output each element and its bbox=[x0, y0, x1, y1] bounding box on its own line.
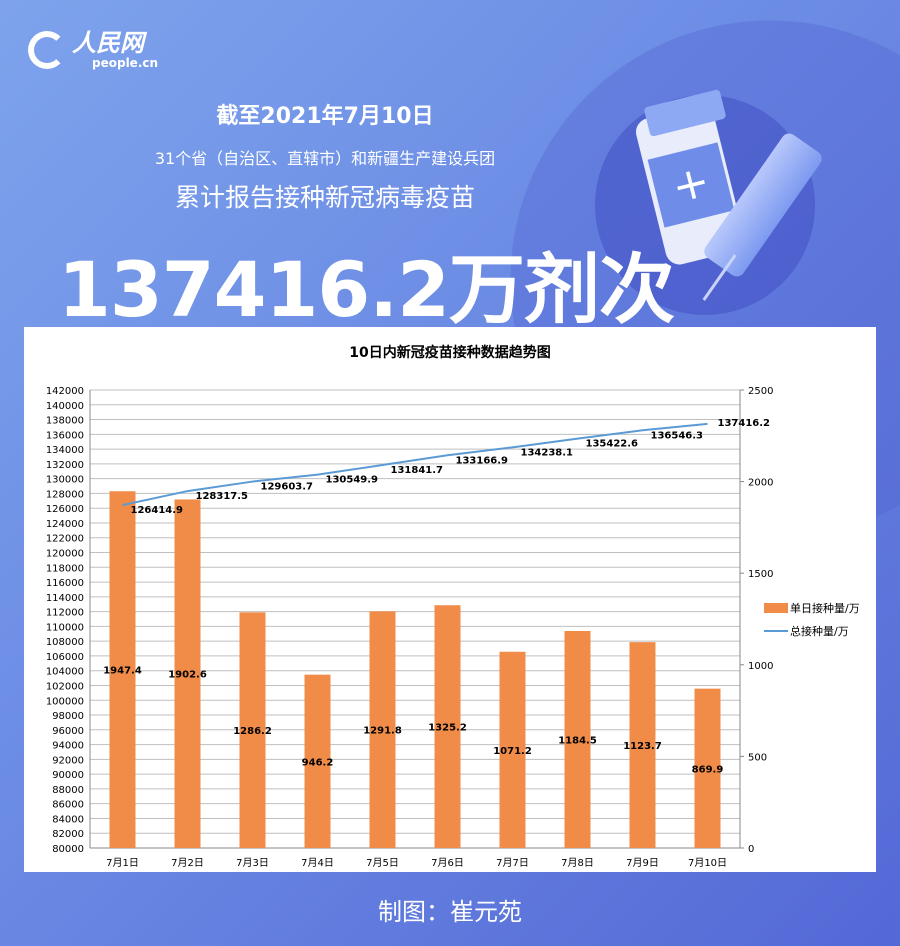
bar bbox=[564, 630, 591, 848]
bar bbox=[239, 612, 266, 848]
legend-bar-swatch bbox=[764, 603, 788, 613]
line-data-label: 137416.2 bbox=[718, 418, 771, 429]
chart-panel: 10日内新冠疫苗接种数据趋势图 80000 82000 84000 86000 8800… bbox=[24, 327, 876, 872]
bar bbox=[434, 605, 461, 848]
left-tick-label: 84000 bbox=[52, 814, 84, 825]
left-tick-label: 92000 bbox=[52, 755, 84, 766]
bar-data-label: 1071.2 bbox=[493, 746, 532, 757]
right-tick-label: 1500 bbox=[748, 569, 773, 580]
chart-title: 10日内新冠疫苗接种数据趋势图 bbox=[349, 344, 550, 361]
line-data-label: 131841.7 bbox=[391, 465, 444, 476]
x-tick-label: 7月10日 bbox=[688, 857, 727, 869]
left-tick-label: 98000 bbox=[52, 711, 84, 722]
bar-data-label: 1286.2 bbox=[233, 726, 272, 737]
bar-data-label: 1325.2 bbox=[428, 723, 467, 734]
headline-total: 137416.2万剂次 bbox=[58, 245, 675, 334]
logo-icon bbox=[28, 31, 66, 69]
bar bbox=[304, 674, 331, 848]
bar-data-label: 1947.4 bbox=[103, 666, 142, 677]
left-tick-label: 118000 bbox=[46, 563, 84, 574]
bar-data-label: 1184.5 bbox=[558, 735, 597, 746]
left-tick-label: 136000 bbox=[46, 430, 84, 441]
bar bbox=[694, 688, 721, 848]
right-tick-label: 500 bbox=[748, 752, 767, 763]
left-tick-label: 140000 bbox=[46, 401, 84, 412]
line-data-label: 134238.1 bbox=[521, 447, 574, 458]
logo-cn: 人民网 bbox=[72, 28, 144, 57]
bar bbox=[174, 499, 201, 848]
x-tick-label: 7月5日 bbox=[366, 857, 399, 869]
left-tick-label: 104000 bbox=[46, 667, 84, 678]
bar-data-label: 946.2 bbox=[302, 757, 334, 768]
line-data-label: 129603.7 bbox=[261, 482, 314, 493]
x-tick-label: 7月4日 bbox=[301, 857, 334, 869]
left-tick-label: 96000 bbox=[52, 726, 84, 737]
left-tick-label: 126000 bbox=[46, 504, 84, 515]
combo-chart: 10日内新冠疫苗接种数据趋势图 80000 82000 84000 86000 8800… bbox=[46, 344, 860, 869]
bar bbox=[499, 651, 526, 848]
left-tick-label: 94000 bbox=[52, 741, 84, 752]
left-tick-label: 112000 bbox=[46, 608, 84, 619]
right-tick-label: 2500 bbox=[748, 386, 773, 397]
total-line bbox=[122, 422, 708, 507]
subtitle2: 累计报告接种新冠病毒疫苗 bbox=[174, 183, 475, 212]
bar-data-label: 869.9 bbox=[692, 764, 724, 775]
bar bbox=[369, 611, 396, 848]
left-tick-label: 114000 bbox=[46, 593, 84, 604]
x-tick-label: 7月7日 bbox=[496, 857, 529, 869]
x-tick-label: 7月6日 bbox=[431, 857, 464, 869]
left-tick-label: 134000 bbox=[46, 445, 84, 456]
left-tick-label: 108000 bbox=[46, 637, 84, 648]
line-data-label: 128317.5 bbox=[196, 491, 249, 502]
left-tick-label: 90000 bbox=[52, 770, 84, 781]
left-tick-label: 88000 bbox=[52, 785, 84, 796]
left-tick-label: 130000 bbox=[46, 475, 84, 486]
x-tick-label: 7月8日 bbox=[561, 857, 594, 869]
left-tick-label: 102000 bbox=[46, 681, 84, 692]
left-tick-label: 138000 bbox=[46, 416, 84, 427]
bar-data-label: 1291.8 bbox=[363, 726, 402, 737]
logo-en: people.cn bbox=[92, 56, 159, 70]
right-tick-label: 1000 bbox=[748, 661, 773, 672]
bar bbox=[109, 491, 136, 848]
right-tick-label: 0 bbox=[748, 844, 754, 855]
legend-line-label: 总接种量/万 bbox=[790, 624, 849, 638]
line-data-label: 126414.9 bbox=[131, 505, 184, 516]
people-cn-logo: 人民网 people.cn bbox=[28, 30, 158, 70]
left-tick-label: 86000 bbox=[52, 800, 84, 811]
left-tick-label: 122000 bbox=[46, 534, 84, 545]
left-tick-label: 106000 bbox=[46, 652, 84, 663]
left-tick-label: 124000 bbox=[46, 519, 84, 530]
x-tick-label: 7月9日 bbox=[626, 857, 659, 869]
left-tick-label: 120000 bbox=[46, 549, 84, 560]
line-data-label: 133166.9 bbox=[456, 455, 509, 466]
left-tick-label: 100000 bbox=[46, 696, 84, 707]
credit: 制图：崔元苑 bbox=[378, 898, 522, 926]
left-tick-label: 116000 bbox=[46, 578, 84, 589]
line-data-label: 130549.9 bbox=[326, 475, 379, 486]
x-tick-label: 7月3日 bbox=[236, 857, 269, 869]
left-tick-label: 110000 bbox=[46, 622, 84, 633]
left-tick-label: 142000 bbox=[46, 386, 84, 397]
bar-data-label: 1902.6 bbox=[168, 670, 207, 681]
date-line: 截至2021年7月10日 bbox=[216, 104, 434, 129]
legend-bar-label: 单日接种量/万 bbox=[790, 601, 860, 615]
left-tick-label: 128000 bbox=[46, 489, 84, 500]
line-data-label: 136546.3 bbox=[651, 430, 704, 441]
left-tick-label: 132000 bbox=[46, 460, 84, 471]
bar bbox=[629, 642, 656, 848]
right-tick-label: 2000 bbox=[748, 478, 773, 489]
subtitle: 31个省（自治区、直辖市）和新疆生产建设兵团 bbox=[154, 149, 496, 168]
x-tick-label: 7月2日 bbox=[171, 857, 204, 869]
x-tick-label: 7月1日 bbox=[106, 857, 139, 869]
bar-data-label: 1123.7 bbox=[623, 741, 662, 752]
line-data-label: 135422.6 bbox=[586, 439, 639, 450]
left-tick-label: 82000 bbox=[52, 829, 84, 840]
left-tick-label: 80000 bbox=[52, 844, 84, 855]
